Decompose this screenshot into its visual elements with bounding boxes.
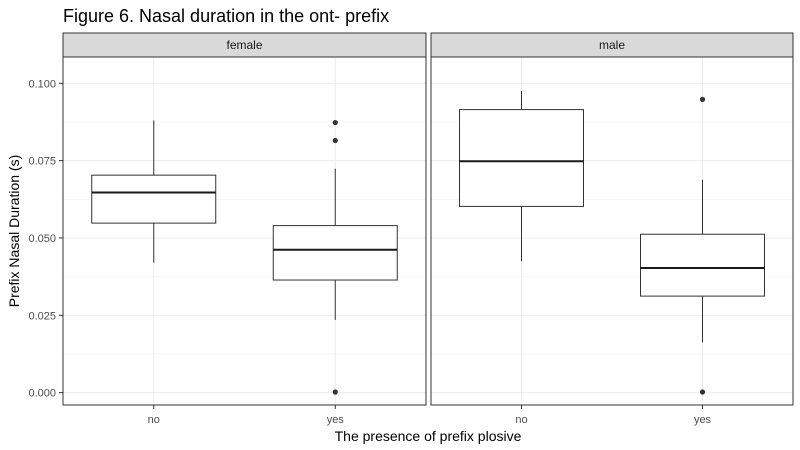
box-male-no [459, 91, 584, 262]
facet-panel-female: female no yes [62, 32, 427, 426]
y-tick-label: 0.100 [28, 78, 56, 90]
facet-panels: female no yes male no yes [62, 32, 794, 426]
y-tick-label: 0.025 [28, 310, 56, 322]
iqr-box [640, 233, 765, 297]
box-male-yes [640, 96, 765, 395]
outlier-point [332, 389, 338, 395]
facet-strip [62, 32, 427, 58]
outlier-point [699, 96, 706, 102]
panel-border [430, 56, 794, 406]
facet-panel-male: male no yes [430, 32, 794, 426]
facet-strip-label: male [599, 38, 625, 52]
y-tick-label: 0.000 [28, 388, 56, 400]
x-axis-title: The presence of prefix plosive [335, 428, 522, 444]
x-tick-label: no [148, 414, 160, 426]
y-axis: 0.000 0.025 0.050 0.075 0.100 [28, 78, 63, 400]
outlier-point [332, 137, 338, 144]
y-axis-title: Prefix Nasal Duration (s) [6, 155, 22, 308]
x-tick-label: no [515, 414, 527, 426]
x-tick-label: yes [327, 414, 345, 426]
facet-strip-label: female [226, 38, 262, 52]
iqr-box [91, 174, 217, 224]
y-tick-label: 0.050 [28, 233, 56, 245]
chart-title: Figure 6. Nasal duration in the ont- pre… [63, 6, 389, 26]
y-tick-label: 0.075 [28, 156, 56, 168]
box-female-yes [272, 119, 398, 395]
outlier-point [332, 119, 338, 126]
x-tick-label: yes [694, 414, 712, 426]
iqr-box [272, 225, 398, 281]
outlier-point [699, 389, 706, 395]
box-female-no [91, 120, 217, 263]
panel-border [62, 56, 427, 406]
iqr-box [459, 109, 584, 207]
